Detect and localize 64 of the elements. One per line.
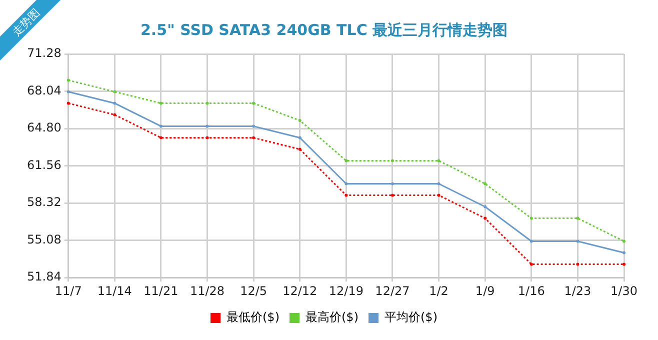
point — [484, 205, 487, 208]
x-tick-label: 11/7 — [54, 284, 82, 298]
x-tick-label: 1/2 — [429, 284, 448, 298]
point — [484, 216, 487, 220]
y-tick-label: 51.84 — [26, 270, 62, 284]
point — [344, 159, 348, 162]
point — [390, 159, 394, 162]
point — [113, 102, 116, 105]
y-tick-label: 55.08 — [26, 232, 62, 246]
point — [390, 194, 394, 197]
point — [344, 194, 348, 197]
point — [530, 240, 533, 243]
point — [576, 262, 580, 266]
x-tick-label: 11/28 — [190, 284, 225, 298]
point — [530, 262, 533, 266]
point — [576, 240, 580, 243]
point — [252, 136, 256, 140]
x-tick-label: 12/27 — [375, 284, 410, 298]
point — [159, 124, 162, 128]
legend-label: 最低价($) — [226, 310, 280, 324]
x-tick-label: 1/30 — [610, 284, 638, 298]
point — [484, 182, 487, 186]
y-tick-label: 61.56 — [26, 158, 62, 172]
point — [437, 159, 440, 162]
point — [344, 182, 348, 186]
point — [66, 102, 70, 105]
point — [206, 124, 209, 128]
point — [622, 240, 626, 243]
point — [159, 102, 162, 105]
point — [113, 90, 116, 94]
point — [298, 136, 302, 140]
point — [390, 182, 394, 186]
point — [437, 194, 440, 197]
point — [206, 102, 209, 105]
x-tick-label: 12/5 — [240, 284, 268, 298]
x-tick-label: 12/12 — [282, 284, 318, 298]
point — [622, 251, 626, 254]
point — [206, 136, 209, 140]
point — [113, 113, 116, 116]
point — [298, 118, 302, 122]
point — [66, 90, 70, 94]
legend-label: 最高价($) — [306, 310, 358, 324]
x-tick-label: 11/21 — [144, 284, 178, 298]
x-tick-label: 1/23 — [564, 284, 592, 298]
y-tick-label: 64.80 — [26, 120, 62, 135]
chart-title: 2.5" SSD SATA3 240GB TLC 最近三月行情走势图 — [140, 20, 508, 39]
point — [298, 148, 302, 151]
point — [159, 136, 162, 140]
x-tick-label: 12/19 — [328, 284, 364, 298]
point — [622, 262, 626, 266]
point — [437, 182, 440, 186]
legend-label: 平均价($) — [384, 310, 438, 324]
x-tick-label: 1/16 — [518, 284, 545, 298]
x-tick-label: 1/9 — [475, 284, 495, 298]
text: 走势图 — [10, 6, 42, 39]
x-tick-label: 11/14 — [97, 284, 132, 298]
point — [252, 124, 256, 128]
y-tick-label: 58.32 — [26, 195, 62, 210]
y-tick-label: 71.28 — [26, 46, 62, 60]
point — [252, 102, 256, 105]
y-tick-label: 68.04 — [26, 83, 62, 98]
point — [530, 216, 533, 220]
point — [66, 78, 70, 82]
point — [576, 216, 580, 220]
